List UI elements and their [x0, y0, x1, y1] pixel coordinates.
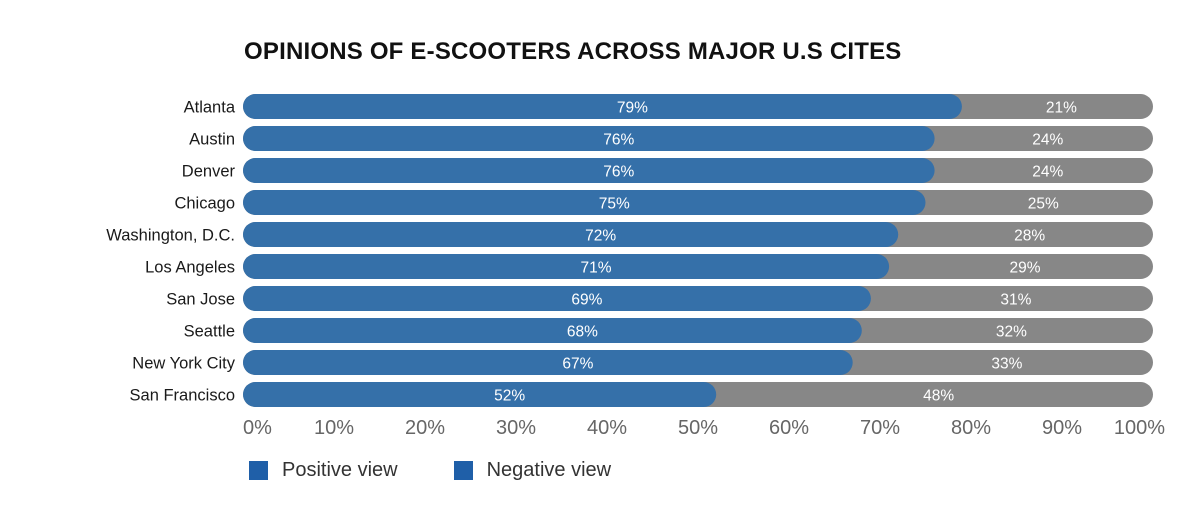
x-tick-label: 100% — [1114, 417, 1165, 439]
category-label: Chicago — [174, 195, 235, 213]
data-label-positive: 79% — [617, 100, 648, 117]
data-label-negative: 32% — [996, 324, 1027, 341]
data-label-positive: 52% — [494, 388, 525, 405]
data-label-positive: 75% — [599, 196, 630, 213]
x-tick-label: 60% — [769, 417, 809, 439]
legend-item-positive: Positive view — [249, 459, 398, 482]
data-label-negative: 48% — [923, 388, 954, 405]
bar-positive-view — [243, 222, 899, 247]
chart-title: OPINIONS OF E-SCOOTERS ACROSS MAJOR U.S … — [244, 38, 902, 65]
category-label: New York City — [132, 355, 235, 373]
bar-positive-view — [243, 382, 717, 407]
category-label: San Francisco — [130, 387, 235, 405]
bar-row: Atlanta 79% 21% — [184, 94, 1153, 119]
category-label: Atlanta — [184, 99, 236, 117]
data-label-positive: 69% — [571, 292, 602, 309]
data-label-positive: 68% — [567, 324, 598, 341]
x-tick-label: 10% — [314, 417, 354, 439]
bar-positive-view — [243, 350, 853, 375]
bar-row: Austin 76% 24% — [189, 126, 1153, 151]
bar-positive-view — [243, 126, 935, 151]
legend-label-negative: Negative view — [486, 459, 612, 481]
legend-swatch-negative — [453, 461, 473, 480]
bar-row: Los Angeles 71% 29% — [145, 254, 1153, 279]
data-label-negative: 31% — [1000, 292, 1031, 309]
bar-row: San Jose 69% 31% — [166, 286, 1153, 311]
x-tick-label: 20% — [405, 417, 445, 439]
bar-positive-view — [243, 286, 871, 311]
legend-swatch-positive — [249, 461, 268, 480]
chart-legend: Positive view Negative view — [249, 459, 667, 482]
category-label: Austin — [189, 131, 235, 149]
x-tick-label: 40% — [587, 417, 627, 439]
data-label-negative: 33% — [991, 356, 1022, 373]
bar-row: San Francisco 52% 48% — [130, 382, 1153, 407]
x-tick-label: 50% — [678, 417, 718, 439]
data-label-negative: 21% — [1046, 100, 1077, 117]
category-label: Washington, D.C. — [106, 227, 235, 245]
category-label: Seattle — [184, 323, 235, 341]
data-label-positive: 72% — [585, 228, 616, 245]
data-label-negative: 25% — [1028, 196, 1059, 213]
bar-positive-view — [243, 158, 935, 183]
data-label-positive: 76% — [603, 164, 634, 181]
category-label: San Jose — [166, 291, 235, 309]
bar-row: New York City 67% 33% — [132, 350, 1153, 375]
x-tick-label: 0% — [243, 417, 272, 439]
bar-row: Chicago 75% 25% — [174, 190, 1153, 215]
x-tick-label: 90% — [1042, 417, 1082, 439]
data-label-positive: 76% — [603, 132, 634, 149]
legend-label-positive: Positive view — [282, 459, 398, 481]
category-label: Los Angeles — [145, 259, 235, 277]
data-label-positive: 67% — [562, 356, 593, 373]
bar-positive-view — [243, 254, 890, 279]
data-label-negative: 24% — [1032, 132, 1063, 149]
bar-positive-view — [243, 190, 926, 215]
bar-positive-view — [243, 94, 962, 119]
legend-item-negative: Negative view — [453, 459, 612, 482]
x-tick-label: 80% — [951, 417, 991, 439]
bar-row: Seattle 68% 32% — [184, 318, 1153, 343]
x-tick-label: 30% — [496, 417, 536, 439]
bar-row: Denver 76% 24% — [182, 158, 1153, 183]
category-label: Denver — [182, 163, 236, 181]
bar-positive-view — [243, 318, 862, 343]
data-label-negative: 28% — [1014, 228, 1045, 245]
data-label-negative: 29% — [1010, 260, 1041, 277]
data-label-positive: 71% — [581, 260, 612, 277]
data-label-negative: 24% — [1032, 164, 1063, 181]
x-tick-label: 70% — [860, 417, 900, 439]
bar-row: Washington, D.C. 72% 28% — [106, 222, 1153, 247]
